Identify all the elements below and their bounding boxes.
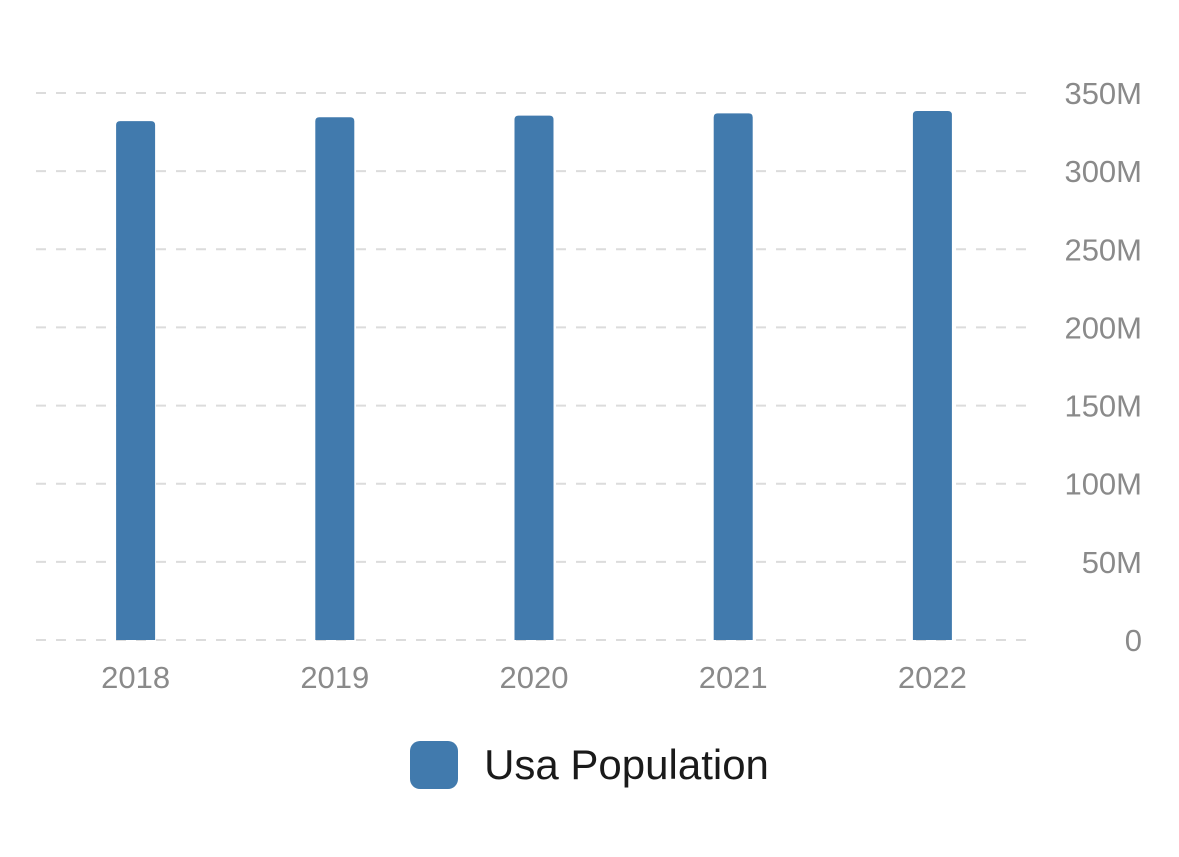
x-axis-ticks: 2018 2019 2020 2021 2022: [101, 660, 967, 695]
x-tick-label: 2020: [500, 660, 569, 695]
bar-2022: [912, 110, 952, 641]
y-tick-label: 150M: [1064, 389, 1142, 424]
legend-label: Usa Population: [484, 741, 769, 788]
x-tick-label: 2021: [699, 660, 768, 695]
y-tick-label: 350M: [1064, 76, 1142, 111]
y-tick-label: 200M: [1064, 310, 1142, 345]
x-tick-label: 2018: [101, 660, 170, 695]
gridlines: [36, 92, 1032, 641]
y-tick-label: 100M: [1064, 467, 1142, 502]
bar-2019: [315, 117, 355, 640]
bars: [116, 110, 952, 641]
y-tick-label: 50M: [1082, 545, 1142, 580]
bar-2020: [514, 115, 554, 640]
x-tick-label: 2022: [898, 660, 967, 695]
legend: Usa Population: [0, 738, 1179, 792]
y-axis-ticks: 0 50M 100M 150M 200M 250M 300M 350M: [1064, 76, 1142, 658]
bar-2018: [116, 121, 156, 641]
x-tick-label: 2019: [300, 660, 369, 695]
y-tick-label: 0: [1125, 623, 1142, 658]
bar-2021: [713, 113, 753, 641]
y-tick-label: 250M: [1064, 232, 1142, 267]
legend-swatch: [410, 741, 459, 789]
y-tick-label: 300M: [1064, 154, 1142, 189]
